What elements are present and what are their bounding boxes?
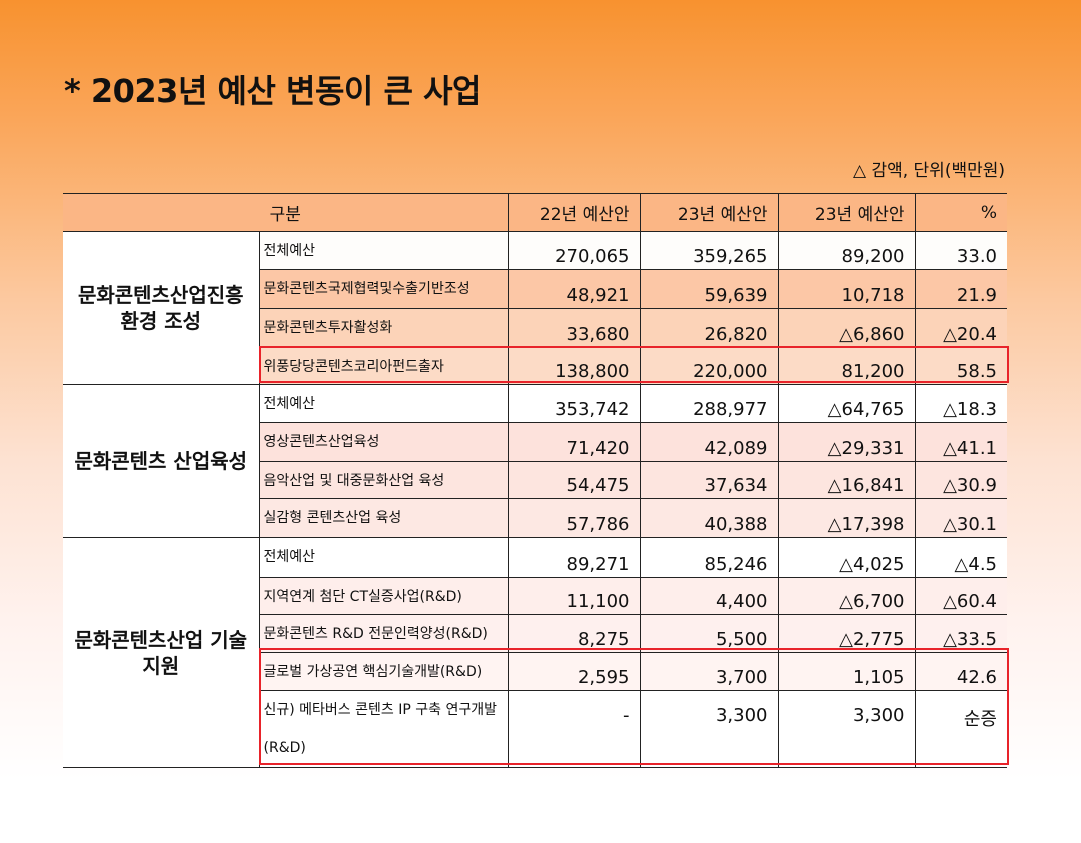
cell-change: △17,398 (777, 498, 916, 538)
table-row: 위풍당당콘텐츠코리아펀드출자 138,800 220,000 81,200 58… (63, 347, 1007, 385)
cell-percent: △30.1 (914, 498, 1007, 538)
cell-change: △6,860 (777, 308, 916, 348)
cell-change: △16,841 (777, 461, 916, 499)
cell-budget-23: 3,300 (639, 690, 779, 768)
cell-budget-23: 59,639 (639, 269, 779, 309)
cell-budget-23: 220,000 (639, 347, 779, 385)
row-name: 문화콘텐츠 R&D 전문인력양성(R&D) (258, 614, 509, 653)
cell-change: △29,331 (777, 422, 916, 462)
cell-budget-22: 353,742 (507, 384, 641, 423)
cell-budget-22: 270,065 (507, 231, 641, 270)
cell-budget-22: 89,271 (507, 537, 641, 578)
cell-budget-22: 54,475 (507, 461, 641, 499)
row-name: 전체예산 (258, 384, 509, 423)
table-row: 문화콘텐츠국제협력및수출기반조성 48,921 59,639 10,718 21… (63, 269, 1007, 309)
header-change: 23년 예산안 (777, 193, 915, 232)
header-percent: % (914, 193, 1007, 232)
cell-percent: 58.5 (914, 347, 1007, 385)
cell-budget-22: 138,800 (507, 347, 641, 385)
group-label: 문화콘텐츠산업진흥 환경 조성 (63, 231, 260, 385)
cell-budget-23: 26,820 (639, 308, 779, 348)
cell-percent: △41.1 (914, 422, 1007, 462)
row-name: 전체예산 (258, 231, 509, 270)
cell-percent: △33.5 (914, 614, 1007, 653)
row-name: 음악산업 및 대중문화산업 육성 (258, 461, 509, 499)
cell-budget-23: 4,400 (639, 577, 779, 615)
cell-change: △2,775 (777, 614, 916, 653)
table-row: 문화콘텐츠 R&D 전문인력양성(R&D) 8,275 5,500 △2,775… (63, 614, 1007, 653)
cell-change: 3,300 (777, 690, 916, 768)
header-budget-23: 23년 예산안 (639, 193, 778, 232)
row-name: 영상콘텐츠산업육성 (258, 422, 509, 462)
cell-percent: 21.9 (914, 269, 1007, 309)
cell-percent: △20.4 (914, 308, 1007, 348)
cell-budget-23: 288,977 (639, 384, 779, 423)
cell-budget-23: 5,500 (639, 614, 779, 653)
cell-change: 89,200 (777, 231, 916, 270)
cell-budget-22: 57,786 (507, 498, 641, 538)
cell-change: △64,765 (777, 384, 916, 423)
table-header-row: 구분 22년 예산안 23년 예산안 23년 예산안 % (63, 193, 1007, 232)
cell-percent: 순증 (914, 690, 1007, 768)
cell-budget-23: 359,265 (639, 231, 779, 270)
table-row: 문화콘텐츠투자활성화 33,680 26,820 △6,860 △20.4 (63, 308, 1007, 348)
row-name: 글로벌 가상공연 핵심기술개발(R&D) (258, 652, 509, 691)
cell-budget-22: 2,595 (507, 652, 641, 691)
table-row: 글로벌 가상공연 핵심기술개발(R&D) 2,595 3,700 1,105 4… (63, 652, 1007, 691)
cell-change: 81,200 (777, 347, 916, 385)
group-label: 문화콘텐츠 산업육성 (63, 384, 260, 538)
table-row: 문화콘텐츠산업진흥 환경 조성 전체예산 270,065 359,265 89,… (63, 231, 1007, 385)
row-name: 문화콘텐츠투자활성화 (258, 308, 509, 348)
cell-budget-23: 3,700 (639, 652, 779, 691)
cell-budget-22: - (507, 690, 641, 768)
header-budget-22: 22년 예산안 (507, 193, 640, 232)
table-row: 문화콘텐츠산업 기술지원 전체예산 89,271 85,246 △4,025 △… (63, 537, 1007, 768)
table-row: 신규) 메타버스 콘텐츠 IP 구축 연구개발(R&D) - 3,300 3,3… (63, 690, 1007, 768)
row-name: 실감형 콘텐츠산업 육성 (258, 498, 509, 538)
table-row: 음악산업 및 대중문화산업 육성 54,475 37,634 △16,841 △… (63, 461, 1007, 499)
cell-change: △6,700 (777, 577, 916, 615)
cell-change: 10,718 (777, 269, 916, 309)
row-name: 지역연계 첨단 CT실증사업(R&D) (258, 577, 509, 615)
row-name: 위풍당당콘텐츠코리아펀드출자 (258, 347, 509, 385)
page-title: * 2023년 예산 변동이 큰 사업 (64, 72, 481, 110)
cell-percent: 33.0 (914, 231, 1007, 270)
cell-budget-23: 37,634 (639, 461, 779, 499)
cell-percent: 42.6 (914, 652, 1007, 691)
cell-budget-23: 40,388 (639, 498, 779, 538)
row-name: 전체예산 (258, 537, 509, 578)
table-row: 실감형 콘텐츠산업 육성 57,786 40,388 △17,398 △30.1 (63, 498, 1007, 538)
row-name: 신규) 메타버스 콘텐츠 IP 구축 연구개발(R&D) (258, 690, 509, 768)
cell-budget-22: 71,420 (507, 422, 641, 462)
cell-budget-22: 8,275 (507, 614, 641, 653)
group-label: 문화콘텐츠산업 기술지원 (63, 537, 260, 768)
budget-table: 구분 22년 예산안 23년 예산안 23년 예산안 % 문화콘텐츠산업진흥 환… (63, 193, 1007, 768)
table-row: 지역연계 첨단 CT실증사업(R&D) 11,100 4,400 △6,700 … (63, 577, 1007, 615)
unit-note: △ 감액, 단위(백만원) (852, 161, 1005, 181)
cell-budget-22: 48,921 (507, 269, 641, 309)
cell-change: 1,105 (777, 652, 916, 691)
header-category: 구분 (63, 193, 508, 232)
cell-percent: △60.4 (914, 577, 1007, 615)
cell-percent: △4.5 (914, 537, 1007, 578)
cell-budget-23: 42,089 (639, 422, 779, 462)
cell-change: △4,025 (777, 537, 916, 578)
cell-percent: △30.9 (914, 461, 1007, 499)
table-row: 문화콘텐츠 산업육성 전체예산 353,742 288,977 △64,765 … (63, 384, 1007, 538)
cell-percent: △18.3 (914, 384, 1007, 423)
cell-budget-22: 33,680 (507, 308, 641, 348)
cell-budget-22: 11,100 (507, 577, 641, 615)
row-name: 문화콘텐츠국제협력및수출기반조성 (258, 269, 509, 309)
cell-budget-23: 85,246 (639, 537, 779, 578)
